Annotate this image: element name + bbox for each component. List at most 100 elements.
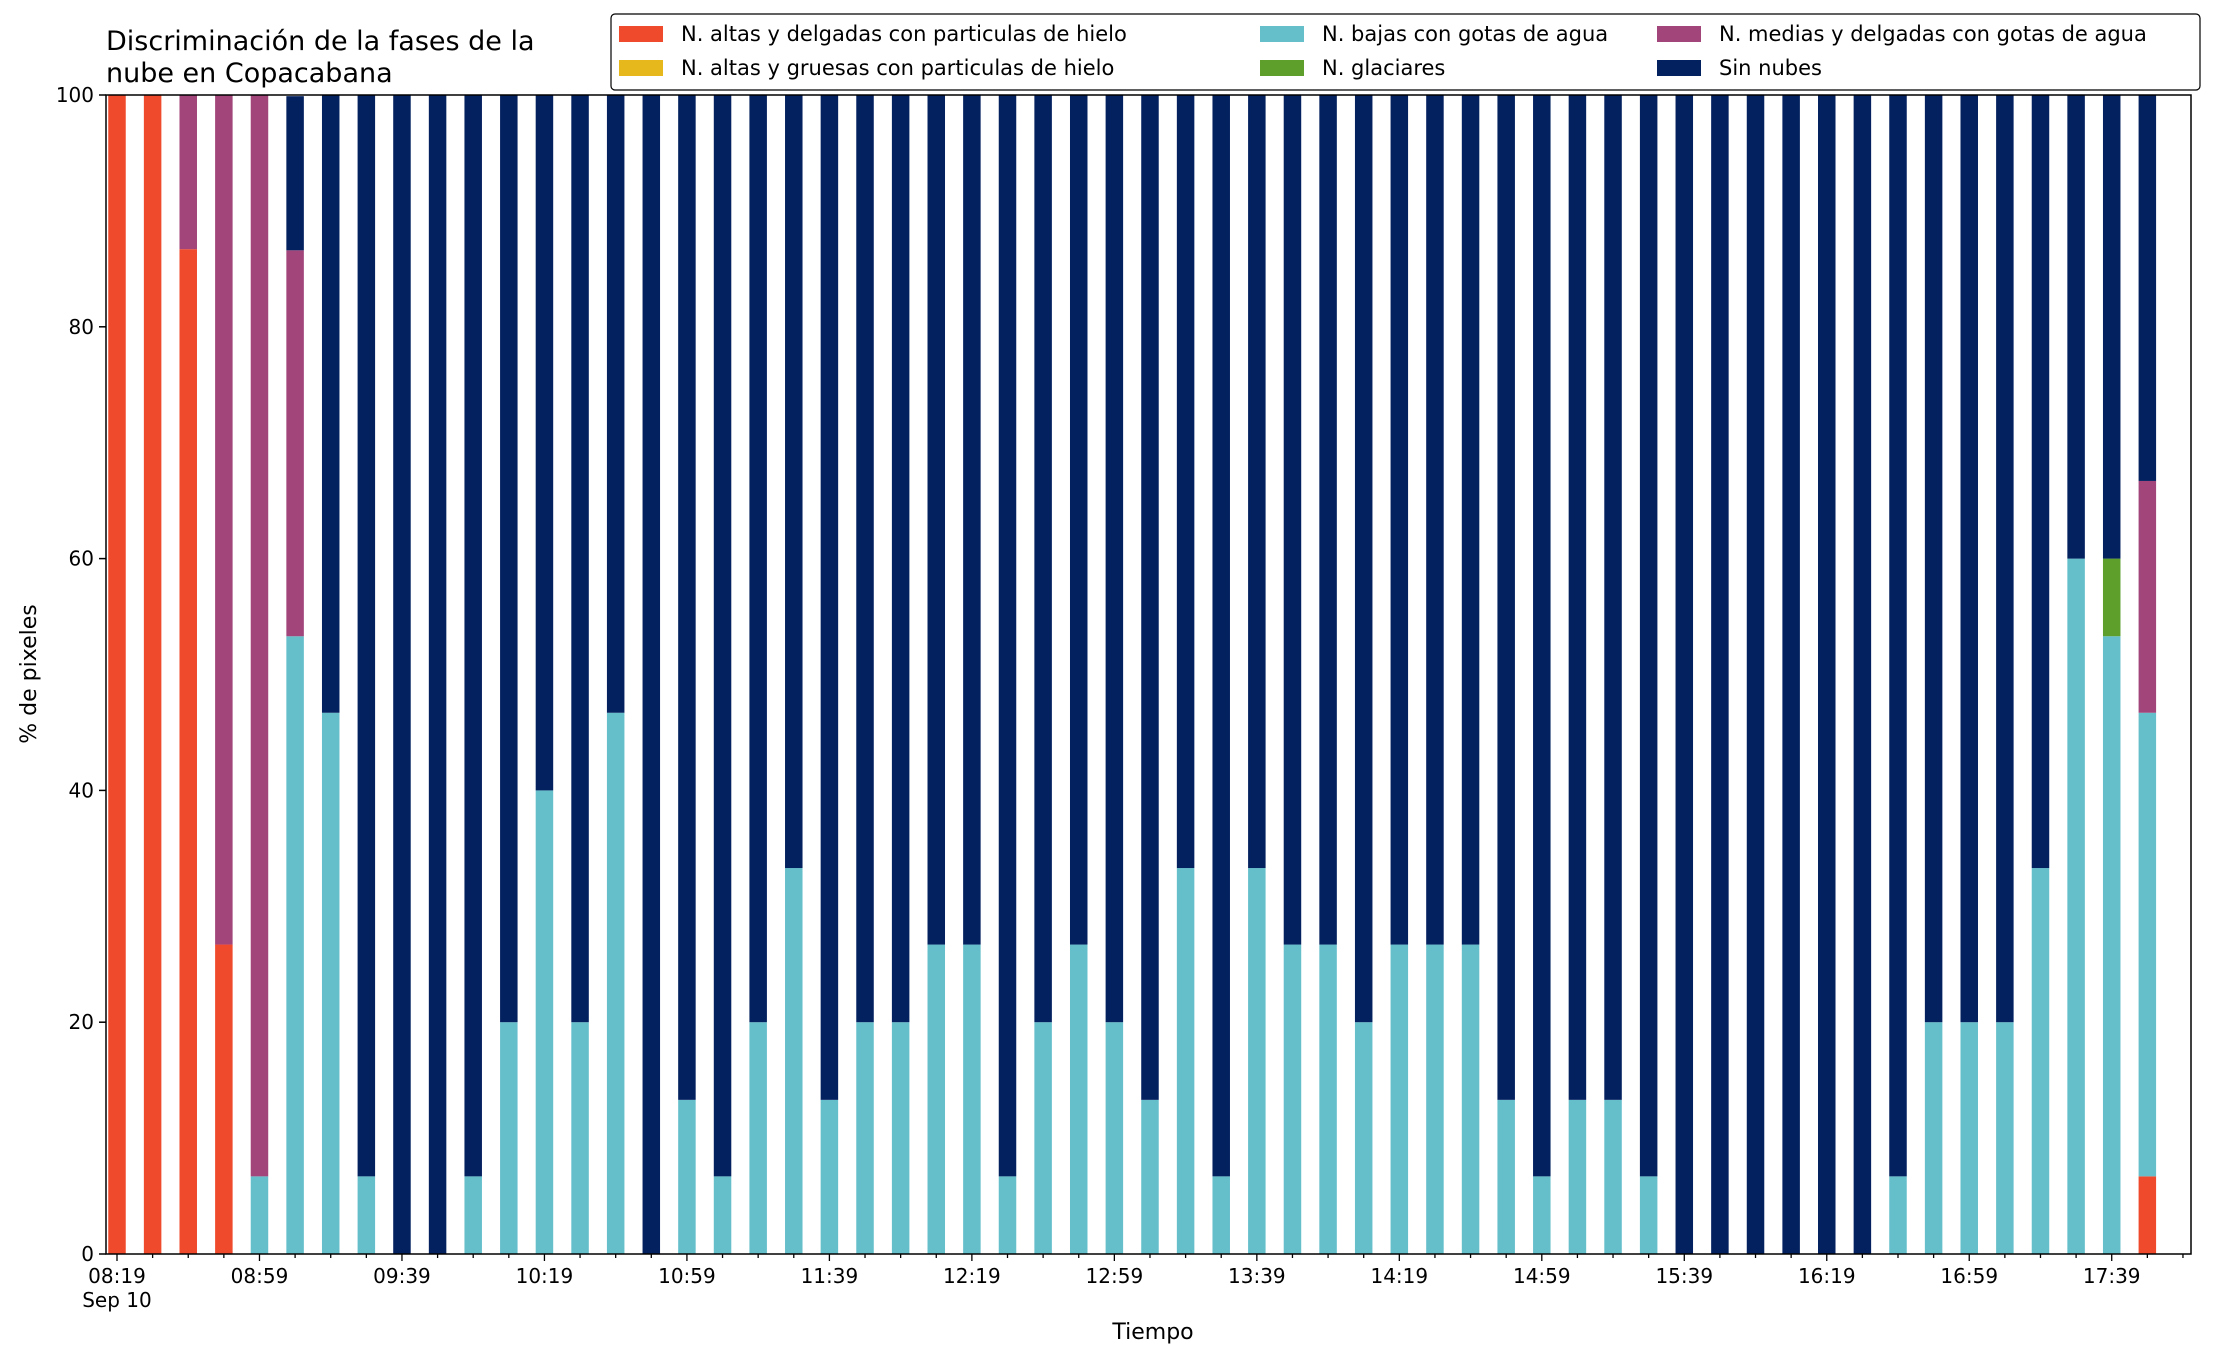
bar-segment [1497, 95, 1515, 1100]
bar-segment [500, 95, 518, 1023]
bar-segment [1711, 95, 1729, 1254]
axes-layer: 0 20 40 60 80 100 08:19 Sep 10 08:59 09:39 10:19 10… [56, 83, 2184, 1312]
bar-segment [1568, 1099, 1587, 1254]
bar-segment [1390, 944, 1409, 1254]
legend-swatch [619, 60, 663, 76]
bar-segment [571, 95, 589, 1023]
bar-segment [785, 868, 803, 1254]
bar-segment [963, 944, 981, 1254]
bar-segment [1497, 1099, 1515, 1254]
bar-segment [286, 636, 304, 1254]
y-tick-label: 100 [56, 83, 94, 107]
bar-segment [1996, 95, 2014, 1023]
bar-segment [1105, 95, 1124, 1023]
bar-segment [1960, 1022, 1978, 1254]
legend-frame [610, 13, 2201, 91]
bar-segment [1426, 95, 1444, 945]
y-axis-label: % de pixeles [17, 604, 42, 743]
bar-segment [357, 1176, 376, 1254]
bar-segment [1924, 95, 1943, 1023]
bar-segment [1248, 868, 1266, 1254]
bar-segment [1212, 1176, 1230, 1254]
bar-segment [393, 95, 411, 1254]
x-tick-label: 14:59 [1513, 1264, 1571, 1288]
legend-swatch [619, 26, 663, 42]
y-tick-label: 0 [81, 1242, 94, 1266]
bar-segment [2102, 558, 2121, 637]
x-axis-label: Tiempo [1111, 1320, 1193, 1345]
bar-segment [215, 95, 233, 945]
y-tick-label: 80 [69, 315, 94, 339]
bar-segment [1639, 95, 1658, 1177]
bar-segment [1319, 944, 1337, 1254]
bar-segment [963, 95, 981, 945]
bar-segment [108, 95, 126, 1254]
text-layer: Discriminación de la fases de la nube en … [17, 26, 1194, 1345]
bar-segment [2102, 95, 2121, 559]
legend-swatch [1657, 60, 1701, 76]
bar-segment [357, 95, 376, 1177]
bar-segment [1105, 1022, 1124, 1254]
bar-segment [1675, 95, 1694, 1254]
x-tick-label: 11:39 [801, 1264, 859, 1288]
bar-segment [856, 1022, 874, 1254]
bar-segment [1426, 944, 1444, 1254]
bar-segment [215, 944, 233, 1254]
bar-segment [1746, 95, 1765, 1254]
bar-segment [1069, 944, 1088, 1254]
bar-segment [1889, 1176, 1907, 1254]
bar-segment [713, 95, 732, 1177]
x-tick-label: 14:19 [1370, 1264, 1428, 1288]
bar-segment [1354, 1022, 1373, 1254]
bar-segment [1461, 944, 1480, 1254]
bar-segment [286, 96, 304, 251]
x-tick-label: 17:39 [2083, 1264, 2141, 1288]
bar-segment [749, 95, 767, 1023]
bar-segment [2031, 95, 2050, 869]
bar-segment [143, 95, 162, 1254]
x-tick-label: 12:59 [1086, 1264, 1144, 1288]
bar-segment [1604, 95, 1622, 1100]
bar-segment [2138, 1176, 2157, 1254]
bar-segment [1034, 95, 1052, 1023]
x-tick-label: 08:19 Sep 10 [82, 1264, 152, 1312]
x-tick-label: 15:39 [1655, 1264, 1713, 1288]
bar-segment [606, 712, 625, 1254]
bar-segment [1176, 95, 1195, 869]
bar-segment [2031, 868, 2050, 1254]
bar-segment [927, 944, 946, 1254]
bar-segment [1069, 95, 1088, 945]
bar-segment [2102, 636, 2121, 1254]
bar-segment [1889, 95, 1907, 1177]
legend-swatch [1260, 26, 1304, 42]
bar-segment [1212, 95, 1230, 1177]
chart-title: Discriminación de la fases de la nube en … [106, 26, 535, 89]
chart-title-line: Discriminación de la fases de la [106, 26, 535, 57]
bar-segment [1390, 95, 1409, 945]
bar-segment [1853, 95, 1872, 1254]
legend-label: N. altas y gruesas con particulas de hie… [681, 56, 1114, 80]
bar-segment [1176, 868, 1195, 1254]
bar-segment [1960, 95, 1978, 1023]
bar-segment [1141, 95, 1159, 1100]
legend-label: N. altas y delgadas con particulas de hi… [681, 22, 1127, 46]
bar-segment [820, 1099, 839, 1254]
bar-segment [1604, 1099, 1622, 1254]
legend: N. altas y delgadas con particulas de hi… [610, 13, 2201, 91]
x-tick-label: 12:19 [943, 1264, 1001, 1288]
bar-segment [2067, 558, 2085, 1254]
bar-segment [891, 95, 910, 1023]
x-tick-label: 10:19 [516, 1264, 574, 1288]
bar-segment [1533, 1176, 1551, 1254]
bar-segment [2138, 712, 2157, 1177]
plot-frame [105, 94, 2192, 1255]
bar-segment [606, 95, 625, 713]
bar-segment [500, 1022, 518, 1254]
bar-segment [535, 790, 554, 1254]
legend-swatch [1657, 26, 1701, 42]
bar-segment [179, 95, 197, 250]
bar-segment [1319, 95, 1337, 945]
bar-segment [1141, 1099, 1159, 1254]
